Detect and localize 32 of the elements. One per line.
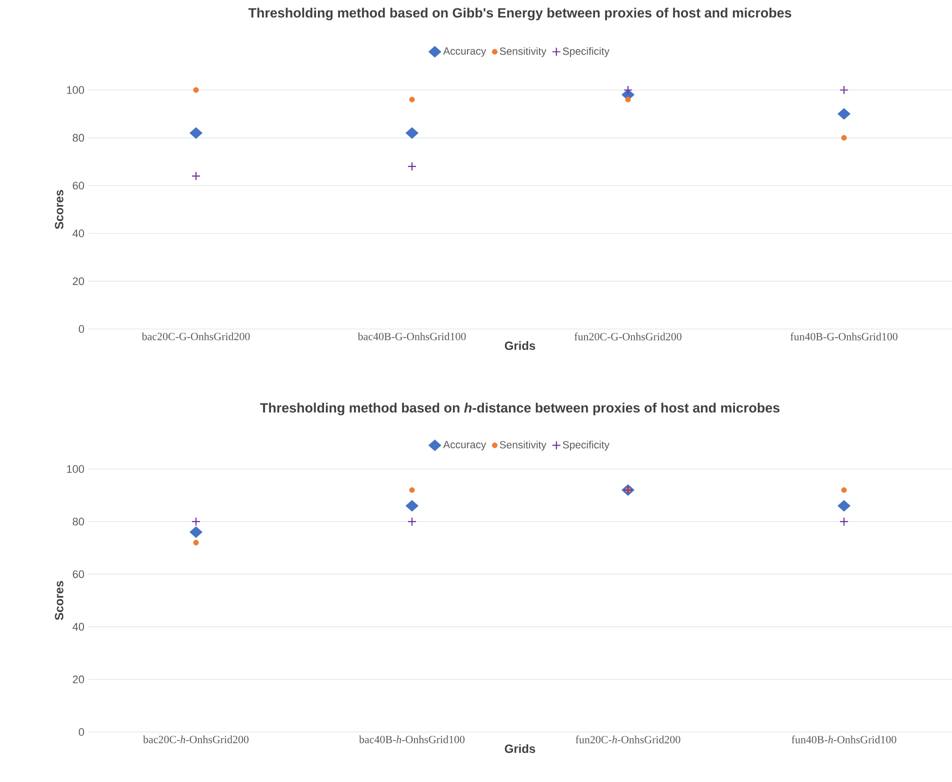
x-tick-label: bac20C-h-OnhsGrid200	[143, 736, 249, 744]
y-tick-label: 60	[72, 570, 84, 578]
y-tick-label: 0	[78, 325, 84, 333]
y-tick-label: 20	[72, 676, 84, 684]
legend-label: Specificity	[562, 47, 610, 57]
legend-label: Accuracy	[443, 47, 486, 57]
legend-label: Accuracy	[443, 440, 486, 450]
y-tick-label: 60	[72, 182, 84, 190]
legend-label: Sensitivity	[500, 440, 546, 451]
x-tick-label: fun40B-h-OnhsGrid100	[792, 736, 896, 744]
x-tick-label: bac40B-h-OnhsGrid100	[359, 736, 465, 744]
chart-title: Thresholding method based on Gibb's Energy between proxies of host and microbes	[248, 8, 792, 20]
y-tick-label: 0	[78, 728, 84, 736]
x-tick-label: fun20C-h-OnhsGrid200	[576, 736, 680, 744]
legend-label: Specificity	[562, 440, 610, 451]
y-tick-label: 80	[72, 518, 84, 526]
x-tick-label: fun20C-G-OnhsGrid200	[574, 332, 682, 340]
y-tick-label: 80	[72, 134, 84, 142]
x-axis-title: Grids	[504, 744, 536, 753]
y-tick-label: 40	[72, 622, 84, 631]
y-axis-title: Scores	[54, 581, 64, 620]
legend-label: Sensitivity	[500, 47, 546, 57]
x-tick-label: bac40B-G-OnhsGrid100	[358, 332, 466, 340]
x-tick-label: fun40B-G-OnhsGrid100	[790, 332, 898, 340]
y-tick-label: 100	[67, 465, 84, 473]
y-tick-label: 40	[72, 230, 84, 238]
x-axis-title: Grids	[504, 341, 536, 350]
y-axis-title: Scores	[54, 190, 64, 230]
y-tick-label: 20	[72, 277, 84, 286]
chart-title: Thresholding method based on h-distance between proxies of host and microbes	[260, 402, 780, 416]
y-tick-label: 100	[67, 86, 84, 94]
x-tick-label: bac20C-G-OnhsGrid200	[142, 332, 250, 340]
